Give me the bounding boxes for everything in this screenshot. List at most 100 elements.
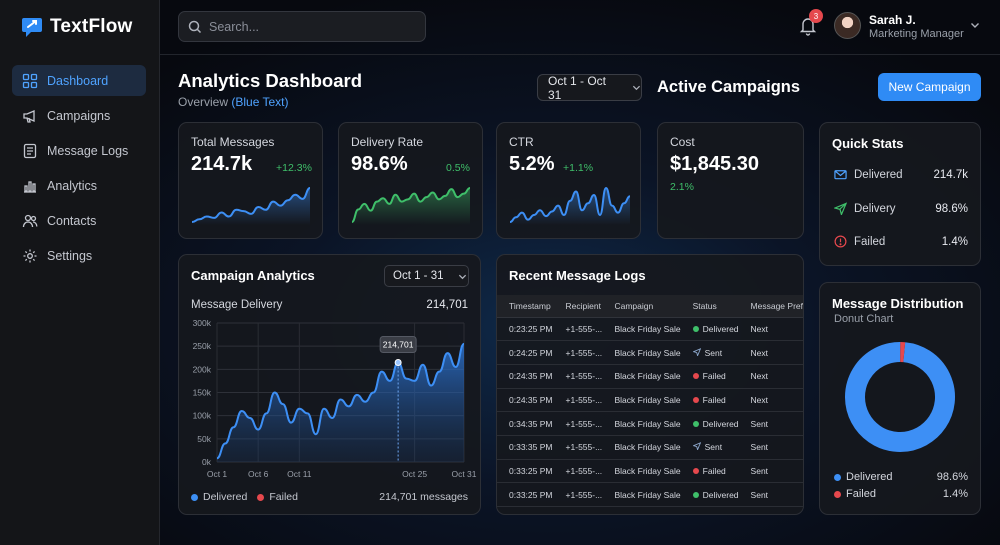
sidebar: TextFlow Dashboard Campaigns Message Log… [0, 0, 160, 545]
message-logs-table: Timestamp Recipient Campaign Status Mess… [497, 295, 803, 507]
cell-recipient-text: +1-555-... [565, 394, 603, 405]
y-tick-label: 250k [193, 341, 212, 351]
table-row[interactable]: 0:24:35 PM +1-555-... Black Friday Sale Fai… [497, 388, 803, 413]
cell-timestamp: 0:34:35 PM [497, 411, 554, 436]
sidebar-nav: Dashboard Campaigns Message Logs Analyti… [12, 65, 146, 275]
chart-total: 214,701 [426, 299, 468, 311]
cell-timestamp-text: 0:24:35 PM [509, 371, 553, 382]
message-distribution-card: Message Distribution Donut Chart Deliver… [819, 282, 981, 515]
stat-card-delivery-rate[interactable]: Delivery Rate 98.6% 0.5% [338, 122, 483, 239]
cell-campaign-text: Black Friday Sale [614, 489, 681, 500]
legend-label: Delivered [846, 471, 893, 483]
stat-card-ctr[interactable]: CTR 5.2% +1.1% [496, 122, 641, 239]
table-row[interactable]: 0:33:35 PM +1-555-... Black Friday Sale Sen… [497, 435, 803, 460]
status-dot [692, 373, 699, 380]
sparkline-area [352, 188, 470, 225]
sidebar-item-dashboard[interactable]: Dashboard [12, 65, 146, 96]
subtitle-text: Overview [178, 95, 229, 109]
cell-campaign-text: Black Friday Sale [614, 371, 681, 382]
quick-stats-title: Quick Stats [832, 136, 904, 151]
cell-campaign: Black Friday Sale [602, 340, 681, 365]
column-header[interactable]: Campaign [602, 295, 681, 318]
x-tick-label: Oct 31 [451, 469, 476, 479]
cell-recipient-text: +1-555-... [565, 371, 603, 382]
status-dot [692, 325, 699, 332]
cell-campaign-text: Black Friday Sale [614, 418, 681, 429]
message-delivery-chart[interactable]: 0k 50k 100k 150k 200k 250k 300k Oct 1 Oct 6 Oct 1… [179, 317, 482, 482]
cell-pref: Sent [738, 435, 803, 460]
sidebar-item-analytics[interactable]: Analytics [12, 170, 146, 201]
sidebar-item-contacts[interactable]: Contacts [12, 205, 146, 236]
cell-recipient: +1-555-... [553, 340, 603, 365]
donut-chart[interactable] [844, 341, 956, 453]
table-row[interactable]: 0:24:35 PM +1-555-... Black Friday Sale Fai… [497, 364, 803, 389]
cell-recipient-text: +1-555-... [565, 323, 603, 334]
stat-card-cost[interactable]: Cost $1,845.30 2.1% [657, 122, 804, 239]
column-header[interactable]: Status [680, 295, 739, 318]
cell-campaign: Black Friday Sale [602, 388, 681, 413]
cell-pref: Next [738, 364, 803, 389]
cell-status: Sent [680, 435, 739, 460]
range-select[interactable]: Oct 1 - 31 [384, 265, 469, 287]
donut-slice-delivered [845, 342, 955, 452]
column-header[interactable]: Message Pref [738, 295, 803, 318]
quick-stat-value: 214.7k [933, 168, 968, 181]
table-header-row: Timestamp Recipient Campaign Status Mess… [497, 295, 803, 318]
cell-status-text: Sent [704, 442, 723, 453]
cell-timestamp: 0:33:25 PM [497, 482, 554, 507]
stat-label: Delivery Rate [351, 135, 424, 149]
table-row[interactable]: 0:23:25 PM +1-555-... Black Friday Sale Del… [497, 317, 803, 342]
table-row[interactable]: 0:33:25 PM +1-555-... Black Friday Sale Fai… [497, 459, 803, 484]
app-logo[interactable]: TextFlow [22, 16, 133, 38]
alert-icon [834, 235, 847, 248]
cell-campaign-text: Black Friday Sale [614, 442, 681, 453]
cell-status-text: Delivered [702, 323, 739, 334]
distribution-legend-delivered: Delivered 98.6% [834, 471, 968, 483]
y-tick-label: 50k [197, 434, 211, 444]
status-dot [692, 491, 699, 498]
date-range-select[interactable]: Oct 1 - Oct 31 [537, 74, 642, 102]
table-row[interactable]: 0:34:35 PM +1-555-... Black Friday Sale Del… [497, 411, 803, 436]
sparkline-line [509, 186, 631, 223]
sidebar-item-message-logs[interactable]: Message Logs [12, 135, 146, 166]
cell-status: Failed [680, 388, 739, 413]
column-header[interactable]: Timestamp [497, 295, 554, 318]
legend-value: 1.4% [942, 488, 968, 500]
new-campaign-button[interactable]: New Campaign [878, 73, 981, 101]
chevron-down-icon[interactable] [970, 20, 980, 30]
cell-timestamp: 0:24:25 PM [497, 340, 554, 365]
y-tick-label: 0k [202, 457, 212, 467]
x-tick-label: Oct 1 [207, 469, 228, 479]
table-row[interactable]: 0:24:25 PM +1-555-... Black Friday Sale Sen… [497, 340, 803, 365]
sidebar-item-settings[interactable]: Settings [12, 240, 146, 271]
message-logs-title: Recent Message Logs [509, 268, 646, 283]
document-icon [23, 143, 37, 158]
cell-campaign-text: Black Friday Sale [614, 347, 681, 358]
campaign-analytics-title: Campaign Analytics [191, 268, 315, 283]
sidebar-item-campaigns[interactable]: Campaigns [12, 100, 146, 131]
distribution-legend-failed: Failed 1.4% [834, 488, 968, 500]
search-box[interactable] [178, 11, 426, 42]
search-input[interactable] [209, 19, 409, 34]
stat-card-total-messages[interactable]: Total Messages 214.7k +12.3% [178, 122, 323, 239]
quick-stat-label: Delivery [854, 202, 896, 215]
stat-label: Total Messages [191, 135, 275, 149]
cell-timestamp-text: 0:33:35 PM [509, 442, 553, 453]
legend-delivered: Delivered [203, 491, 248, 503]
status-dot [692, 420, 699, 427]
y-tick-label: 150k [193, 388, 212, 398]
avatar[interactable] [834, 12, 861, 39]
quick-stat-delivered: Delivered 214.7k [834, 168, 968, 181]
chart-subtitle: Message Delivery [191, 299, 283, 311]
cell-status-text: Sent [704, 347, 723, 358]
cell-campaign: Black Friday Sale [602, 435, 681, 460]
range-label: Oct 1 - 31 [393, 270, 444, 282]
cell-pref-text: Sent [750, 442, 769, 453]
cell-timestamp-text: 0:24:25 PM [509, 347, 553, 358]
table-row[interactable]: 0:33:25 PM +1-555-... Black Friday Sale Del… [497, 482, 803, 507]
quick-stat-label: Delivered [854, 168, 903, 181]
user-role: Marketing Manager [869, 28, 964, 40]
cell-campaign: Black Friday Sale [602, 411, 681, 436]
column-header[interactable]: Recipient [553, 295, 603, 318]
quick-stats-card: Quick Stats Delivered 214.7k Delivery 98… [819, 122, 981, 266]
